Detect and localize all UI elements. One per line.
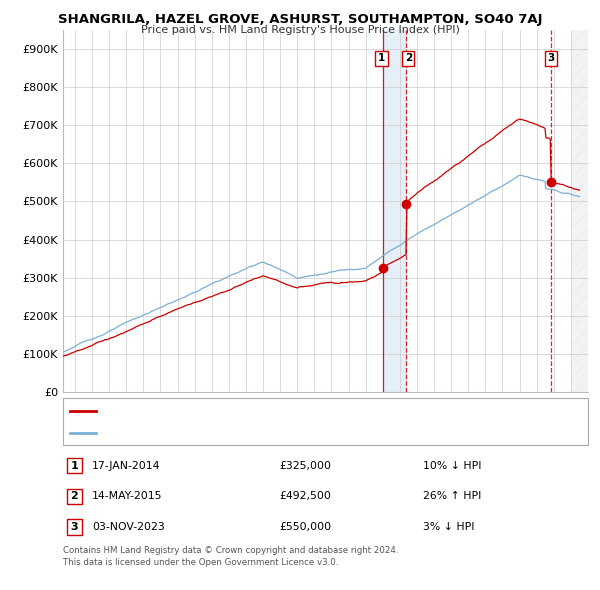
Text: £325,000: £325,000 <box>279 461 331 470</box>
Text: 1: 1 <box>71 461 78 470</box>
Text: £492,500: £492,500 <box>279 491 331 501</box>
Text: 03-NOV-2023: 03-NOV-2023 <box>92 522 164 532</box>
Text: 3% ↓ HPI: 3% ↓ HPI <box>423 522 475 532</box>
Text: SHANGRILA, HAZEL GROVE, ASHURST, SOUTHAMPTON, SO40 7AJ: SHANGRILA, HAZEL GROVE, ASHURST, SOUTHAM… <box>58 13 542 26</box>
Text: £550,000: £550,000 <box>279 522 331 532</box>
Text: 1: 1 <box>378 53 385 63</box>
Bar <box>383 30 406 392</box>
Text: 26% ↑ HPI: 26% ↑ HPI <box>423 491 481 501</box>
Text: 2: 2 <box>404 53 412 63</box>
Text: 3: 3 <box>71 522 78 532</box>
Bar <box>571 30 596 392</box>
Text: Contains HM Land Registry data © Crown copyright and database right 2024.
This d: Contains HM Land Registry data © Crown c… <box>63 546 398 566</box>
Text: SHANGRILA, HAZEL GROVE, ASHURST, SOUTHAMPTON, SO40 7AJ (detached house): SHANGRILA, HAZEL GROVE, ASHURST, SOUTHAM… <box>100 407 496 415</box>
Text: Price paid vs. HM Land Registry's House Price Index (HPI): Price paid vs. HM Land Registry's House … <box>140 25 460 35</box>
Text: 10% ↓ HPI: 10% ↓ HPI <box>423 461 482 470</box>
Text: HPI: Average price, detached house, New Forest: HPI: Average price, detached house, New … <box>100 428 329 437</box>
Text: 17-JAN-2014: 17-JAN-2014 <box>92 461 160 470</box>
Text: 3: 3 <box>547 53 554 63</box>
Text: 14-MAY-2015: 14-MAY-2015 <box>92 491 162 501</box>
Text: 2: 2 <box>71 491 78 501</box>
